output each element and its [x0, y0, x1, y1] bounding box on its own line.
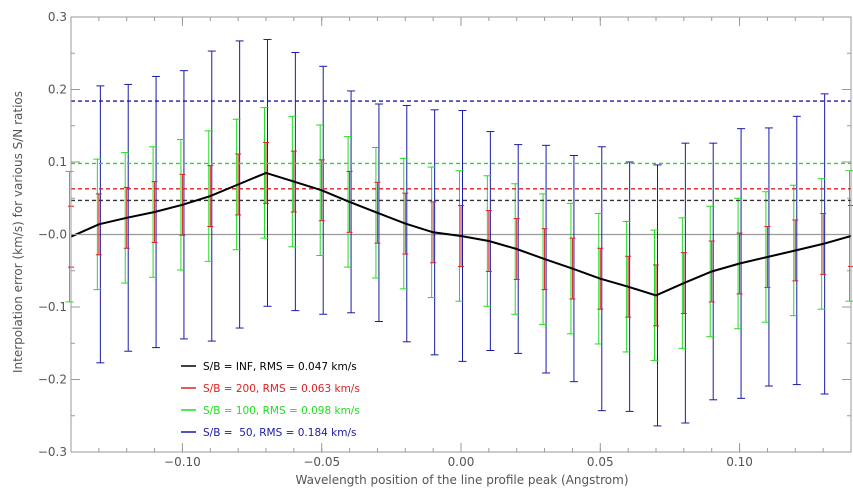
y-tick-label: 0.2 — [48, 83, 67, 97]
y-tick-label: 0.3 — [48, 10, 67, 24]
legend-label: S/B = 50, RMS = 0.184 km/s — [203, 427, 356, 439]
x-tick-label: −0.05 — [303, 455, 340, 469]
legend: S/B = INF, RMS = 0.047 km/s S/B = 200, RM… — [181, 361, 360, 439]
y-tick-label: −0.1 — [38, 300, 67, 314]
legend-label: S/B = INF, RMS = 0.047 km/s — [203, 361, 357, 373]
y-axis-label: Interpolation error (km/s) for various S… — [11, 91, 25, 373]
error-bar — [65, 170, 74, 303]
x-tick-label: 0.05 — [587, 455, 614, 469]
legend-label: S/B = 100, RMS = 0.098 km/s — [203, 405, 360, 417]
y-tick-label: 0.1 — [48, 155, 67, 169]
axis-ticks: −0.10 −0.05 0.00 0.05 0.10 −0.3 −0.2 −0.1 −0.0 0.… — [38, 10, 852, 469]
legend-label: S/B = 200, RMS = 0.063 km/s — [203, 383, 360, 395]
x-tick-label: 0.10 — [726, 455, 753, 469]
x-tick-label: −0.10 — [164, 455, 201, 469]
y-tick-label: −0.3 — [38, 445, 67, 459]
y-tick-label: −0.2 — [38, 373, 67, 387]
x-axis-label: Wavelength position of the line profile … — [296, 473, 629, 487]
x-tick-label: 0.00 — [448, 455, 475, 469]
chart-marks — [65, 38, 853, 427]
y-tick-label: −0.0 — [38, 228, 67, 242]
